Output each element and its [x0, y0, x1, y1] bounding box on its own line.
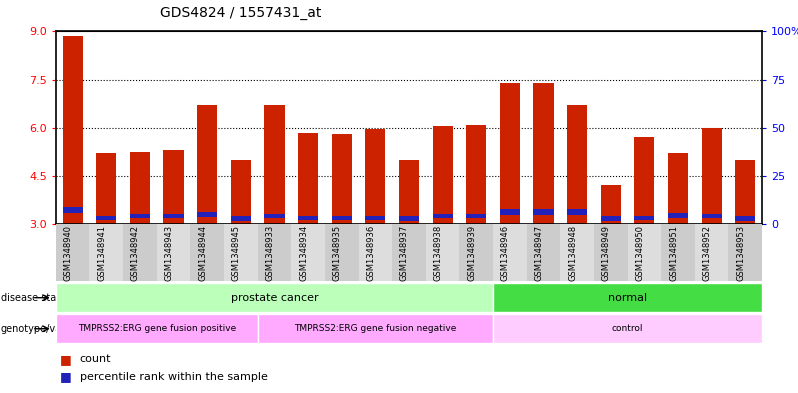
Bar — [130, 214, 150, 218]
Text: ■: ■ — [60, 370, 72, 384]
Text: GSM1348948: GSM1348948 — [568, 224, 577, 281]
Bar — [62, 207, 83, 213]
Bar — [500, 83, 520, 224]
Text: GSM1348950: GSM1348950 — [635, 224, 644, 281]
Text: GSM1348938: GSM1348938 — [433, 224, 443, 281]
Bar — [668, 213, 688, 218]
Text: GSM1348934: GSM1348934 — [299, 224, 308, 281]
Bar — [332, 134, 352, 224]
Text: GSM1348933: GSM1348933 — [266, 224, 275, 281]
Text: ■: ■ — [60, 353, 72, 366]
Text: count: count — [80, 354, 111, 364]
Bar — [668, 153, 688, 224]
Bar — [365, 129, 385, 224]
Bar — [298, 132, 318, 224]
Bar — [164, 150, 184, 224]
Bar — [231, 160, 251, 224]
Text: disease state: disease state — [1, 293, 66, 303]
Bar — [332, 216, 352, 220]
Bar — [264, 105, 285, 224]
Text: control: control — [612, 324, 643, 333]
Bar — [433, 126, 452, 224]
Text: GSM1348939: GSM1348939 — [468, 224, 476, 281]
Text: TMPRSS2:ERG gene fusion negative: TMPRSS2:ERG gene fusion negative — [294, 324, 456, 333]
Bar — [701, 214, 721, 218]
Bar — [130, 152, 150, 224]
Text: GSM1348940: GSM1348940 — [64, 224, 73, 281]
Bar — [164, 214, 184, 218]
Text: TMPRSS2:ERG gene fusion positive: TMPRSS2:ERG gene fusion positive — [77, 324, 236, 333]
Text: GSM1348951: GSM1348951 — [669, 224, 678, 281]
Bar — [197, 105, 217, 224]
Bar — [365, 216, 385, 220]
Bar — [298, 216, 318, 220]
Text: normal: normal — [608, 293, 647, 303]
Text: GDS4824 / 1557431_at: GDS4824 / 1557431_at — [160, 6, 321, 20]
Bar — [533, 209, 554, 215]
Bar — [735, 160, 756, 224]
Text: GSM1348946: GSM1348946 — [501, 224, 510, 281]
Text: GSM1348943: GSM1348943 — [164, 224, 174, 281]
Bar — [634, 138, 654, 224]
Text: GSM1348945: GSM1348945 — [232, 224, 241, 281]
Bar — [533, 83, 554, 224]
Bar — [567, 209, 587, 215]
Bar — [97, 153, 117, 224]
Text: GSM1348942: GSM1348942 — [131, 224, 140, 281]
Bar — [466, 125, 486, 224]
Bar — [735, 216, 756, 221]
Text: GSM1348937: GSM1348937 — [400, 224, 409, 281]
Bar — [97, 216, 117, 220]
Text: genotype/variation: genotype/variation — [1, 324, 93, 334]
Text: prostate cancer: prostate cancer — [231, 293, 318, 303]
Text: percentile rank within the sample: percentile rank within the sample — [80, 372, 267, 382]
Bar — [567, 105, 587, 224]
Text: GSM1348949: GSM1348949 — [602, 224, 610, 281]
Bar — [601, 185, 621, 224]
Bar — [634, 216, 654, 220]
Bar — [433, 214, 452, 218]
Bar — [399, 160, 419, 224]
Text: GSM1348952: GSM1348952 — [703, 224, 712, 281]
Bar — [197, 213, 217, 217]
Bar — [231, 216, 251, 221]
Text: GSM1348936: GSM1348936 — [366, 224, 375, 281]
Bar — [466, 214, 486, 218]
Bar — [701, 128, 721, 224]
Text: GSM1348953: GSM1348953 — [737, 224, 745, 281]
Bar — [500, 209, 520, 215]
Text: GSM1348944: GSM1348944 — [198, 224, 207, 281]
Bar — [601, 216, 621, 221]
Bar — [264, 214, 285, 218]
Bar — [62, 36, 83, 224]
Bar — [399, 216, 419, 221]
Text: GSM1348935: GSM1348935 — [333, 224, 342, 281]
Text: GSM1348941: GSM1348941 — [97, 224, 106, 281]
Text: GSM1348947: GSM1348947 — [535, 224, 543, 281]
